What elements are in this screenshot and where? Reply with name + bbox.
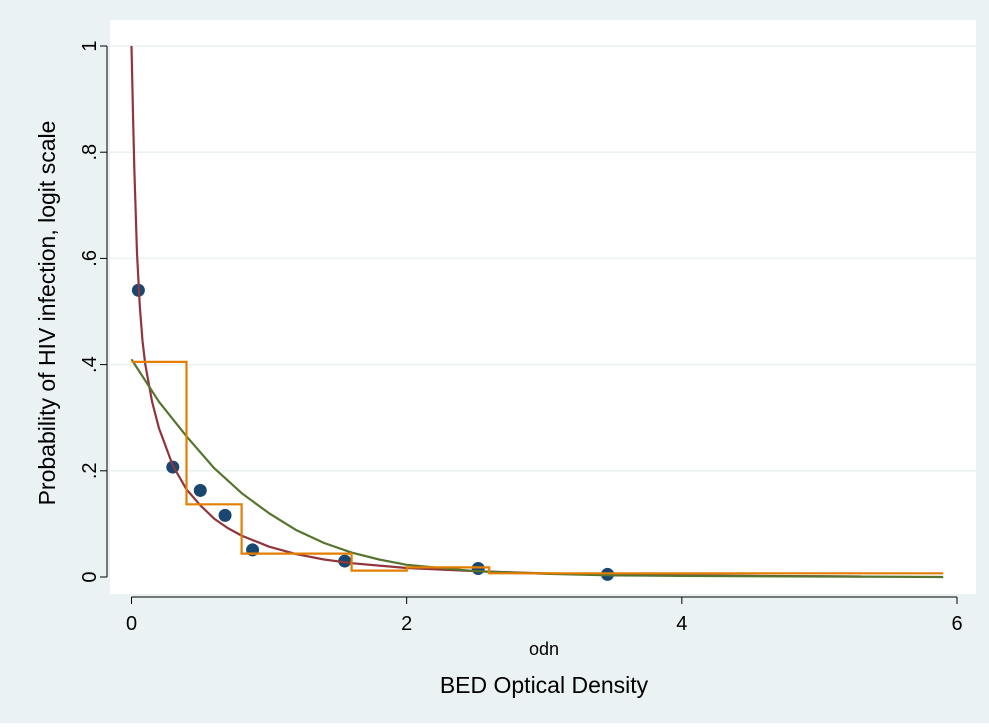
y-tick-label-2: .4: [79, 356, 101, 373]
x-tick-label-2: 4: [676, 613, 687, 635]
x-axis-label: odn: [529, 639, 559, 659]
series-layer: [130, 45, 944, 581]
x-axis-title: BED Optical Density: [440, 672, 649, 698]
x-tick-label-1: 2: [401, 613, 412, 635]
y-tick-label-1: .2: [79, 462, 101, 479]
data-point-3: [218, 508, 232, 522]
y-tick-label-4: .8: [79, 144, 101, 161]
y-axis-label: Probability of HIV infection, logit scal…: [34, 121, 60, 506]
y-tick-label-3: .6: [79, 250, 101, 267]
step-estimate-3: [131, 360, 944, 575]
data-point-6: [471, 562, 485, 576]
y-tick-label-0: 0: [79, 571, 101, 582]
plot-area: [110, 20, 976, 594]
axes: 0 2 4 6 0 .2 .4 .6 .8 1: [79, 40, 963, 635]
data-point-2: [193, 483, 207, 497]
gridlines: [110, 45, 976, 472]
data-point-5: [338, 554, 352, 568]
x-tick-label-0: 0: [126, 613, 137, 635]
x-tick-label-3: 6: [951, 613, 962, 635]
y-tick-label-5: 1: [79, 40, 101, 51]
